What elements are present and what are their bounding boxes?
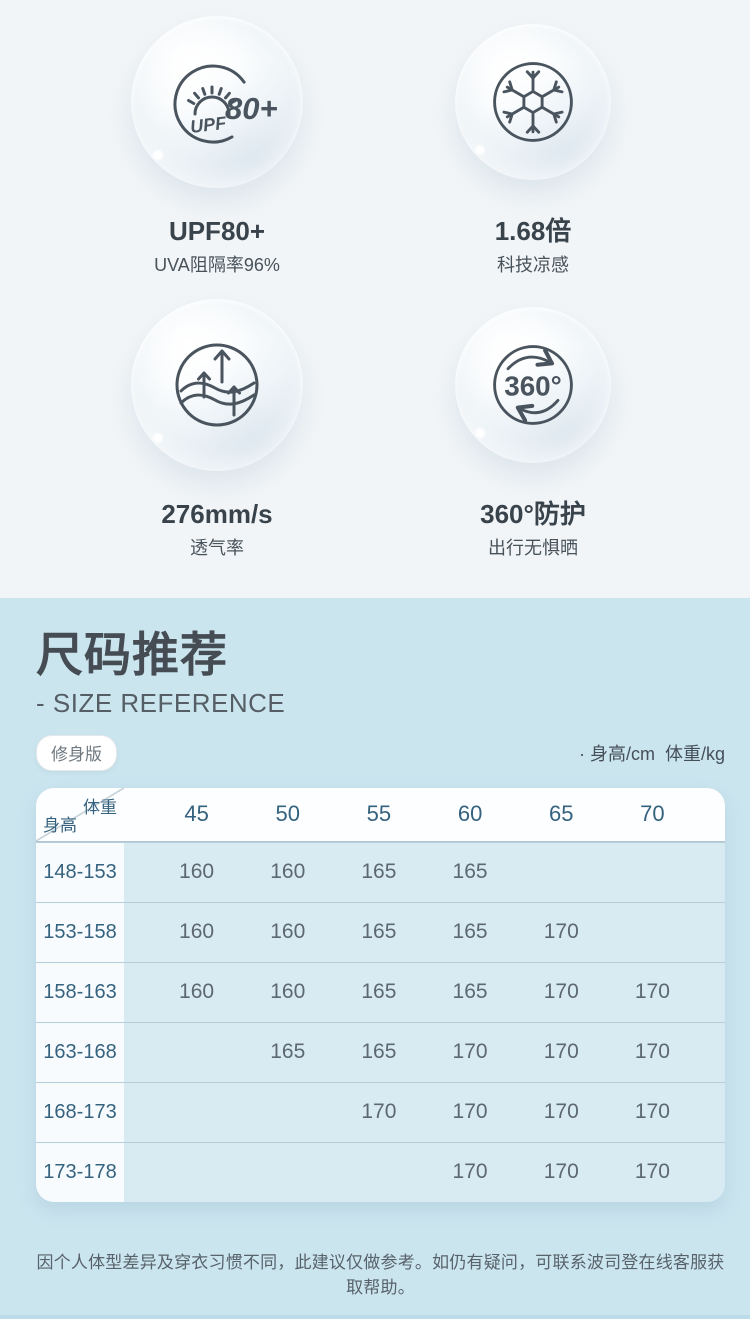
size-cell: 165 [361, 980, 397, 1004]
table-header-row: 体重 身高 45 50 55 60 65 70 [36, 787, 725, 842]
table-row: 148-153 160 160 165 165 [36, 841, 725, 902]
weight-header-cell: 65 [549, 801, 574, 827]
table-row: 163-168 165 165 170 170 170 [36, 1021, 725, 1082]
size-cell: 170 [361, 1100, 397, 1124]
size-cell: 170 [543, 920, 579, 944]
size-cell: 160 [270, 980, 306, 1004]
breathability-wave-icon [175, 343, 259, 427]
feature-subtitle: 透气率 [190, 537, 244, 558]
upf-sun-icon: UPF 80+ [173, 64, 278, 144]
size-section-title: 尺码推荐 [36, 627, 228, 681]
size-cell: 160 [270, 860, 306, 884]
feature-subtitle: 科技凉感 [497, 255, 569, 276]
height-row-label: 148-153 [36, 842, 124, 902]
size-cell: 170 [452, 1040, 488, 1064]
feature-title: UPF80+ [168, 216, 266, 246]
size-cell: 170 [634, 1100, 670, 1124]
unit-note: · 身高/cm 体重/kg [578, 743, 725, 764]
size-cells: 170 170 170 170 [124, 1082, 725, 1142]
size-cell: 170 [543, 1100, 579, 1124]
size-cell: 170 [452, 1160, 488, 1184]
size-cell: 160 [270, 920, 306, 944]
corner-weight-label: 体重 [83, 797, 117, 817]
size-section-subtitle: - SIZE REFERENCE [36, 687, 286, 718]
snowflake-icon [493, 62, 573, 142]
glass-bubble: 360° [455, 306, 611, 463]
bubble-wrap: UPF 80+ [131, 14, 303, 190]
features-section: UPF 80+ UPF80+ UVA阻隔率96% [0, 0, 750, 598]
size-reference-section: 尺码推荐 - SIZE REFERENCE 修身版 · 身高/cm 体重/kg … [0, 597, 750, 1319]
size-footnote: 因个人体型差异及穿衣习惯不同，此建议仅做参考。如仍有疑问，可联系波司登在线客服获… [36, 1252, 725, 1297]
size-cell: 165 [452, 920, 488, 944]
feature-card-protection: 360° 360°防护 出行无惧晒 [375, 297, 691, 560]
size-cell: 170 [634, 1160, 670, 1184]
size-cell: 170 [543, 1160, 579, 1184]
rotate-360-icon: 360° [493, 344, 573, 425]
height-row-label: 153-158 [36, 902, 124, 962]
size-cell: 170 [634, 1040, 670, 1064]
size-cell: 165 [361, 920, 397, 944]
size-cells: 160 160 165 165 170 170 [124, 962, 725, 1022]
feature-title: 360°防护 [480, 498, 586, 529]
size-cells: 160 160 165 165 170 [124, 902, 725, 962]
size-cell: 165 [452, 980, 488, 1004]
size-cell: 160 [179, 920, 215, 944]
size-cell: 165 [270, 1040, 306, 1064]
bubble-wrap [131, 297, 303, 473]
fit-version-badge: 修身版 [36, 734, 117, 771]
weight-header-cell: 50 [275, 801, 300, 827]
size-cell: 160 [179, 980, 215, 1004]
table-row: 168-173 170 170 170 170 [36, 1081, 725, 1142]
glass-bubble [455, 24, 611, 180]
weight-header-cell: 45 [184, 801, 209, 827]
table-corner-cell: 体重 身高 [36, 787, 124, 841]
glass-bubble: UPF 80+ [131, 16, 303, 188]
corner-height-label: 身高 [43, 815, 77, 835]
upf-icon-value: 80+ [225, 91, 278, 126]
size-table: 体重 身高 45 50 55 60 65 70 148-153 160 160 [36, 787, 725, 1202]
height-row-label: 168-173 [36, 1082, 124, 1142]
weight-header-cells: 45 50 55 60 65 70 [124, 788, 725, 841]
size-cells: 160 160 165 165 [124, 842, 725, 902]
size-cells: 170 170 170 [124, 1142, 725, 1202]
glass-bubble [131, 298, 303, 471]
feature-subtitle: 出行无惧晒 [488, 537, 578, 558]
feature-subtitle: UVA阻隔率96% [154, 255, 280, 276]
size-meta-row: 修身版 · 身高/cm 体重/kg [36, 734, 725, 771]
height-row-label: 158-163 [36, 962, 124, 1022]
feature-card-cooling: 1.68倍 科技凉感 [375, 14, 691, 277]
size-cell: 165 [361, 860, 397, 884]
bubble-wrap: 360° [455, 297, 611, 473]
section-bottom-divider [0, 1315, 750, 1319]
feature-title: 1.68倍 [494, 216, 572, 246]
features-grid: UPF 80+ UPF80+ UVA阻隔率96% [59, 14, 691, 560]
weight-header-cell: 70 [640, 801, 665, 827]
weight-header-cell: 55 [366, 801, 392, 827]
table-row: 158-163 160 160 165 165 170 170 [36, 961, 725, 1022]
size-cell: 170 [543, 1040, 579, 1064]
bubble-wrap [455, 14, 611, 190]
feature-title: 276mm/s [161, 498, 273, 529]
feature-card-breathability: 276mm/s 透气率 [59, 297, 375, 560]
table-row: 173-178 170 170 170 [36, 1141, 725, 1202]
size-cell: 160 [179, 860, 215, 884]
size-cell: 165 [452, 860, 488, 884]
weight-header-cell: 60 [457, 801, 483, 827]
rotate-360-icon-text: 360° [504, 370, 562, 401]
upf-icon-label: UPF [189, 113, 228, 137]
table-row: 153-158 160 160 165 165 170 [36, 901, 725, 962]
size-cell: 170 [543, 980, 579, 1004]
height-row-label: 173-178 [36, 1142, 124, 1202]
size-cell: 170 [452, 1100, 488, 1124]
size-cells: 165 165 170 170 170 [124, 1022, 725, 1082]
height-row-label: 163-168 [36, 1022, 124, 1082]
size-cell: 165 [361, 1040, 397, 1064]
feature-card-upf: UPF 80+ UPF80+ UVA阻隔率96% [59, 14, 375, 277]
size-cell: 170 [634, 980, 670, 1004]
